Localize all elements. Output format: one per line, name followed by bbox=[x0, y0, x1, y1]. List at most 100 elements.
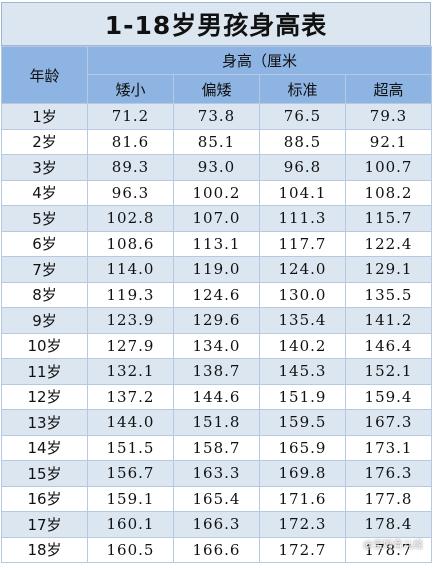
height-value-cell: 123.9 bbox=[87, 307, 174, 334]
height-value-cell: 171.6 bbox=[259, 485, 346, 512]
height-value-cell: 165.9 bbox=[259, 434, 346, 461]
height-value-cell: 159.5 bbox=[259, 409, 346, 436]
age-cell: 4岁 bbox=[1, 179, 88, 206]
height-value-cell: 163.3 bbox=[173, 460, 260, 487]
height-value-cell: 102.8 bbox=[87, 205, 174, 232]
age-cell: 6岁 bbox=[1, 230, 88, 257]
table-row: 5岁 102.8 107.0 111.3 115.7 bbox=[1, 205, 432, 232]
height-value-cell: 124.6 bbox=[173, 281, 260, 308]
height-value-cell: 172.7 bbox=[259, 536, 346, 563]
height-value-cell: 79.3 bbox=[344, 103, 432, 130]
table-body: 1岁 71.2 73.8 76.5 79.3 2岁 81.6 85.1 88.5 92.1 3岁 89… bbox=[1, 103, 432, 563]
height-value-cell: 165.4 bbox=[173, 485, 260, 512]
height-value-cell: 114.0 bbox=[87, 256, 174, 283]
height-group-header: 身高（厘米 bbox=[86, 46, 432, 75]
age-cell: 5岁 bbox=[1, 205, 88, 232]
height-value-cell: 132.1 bbox=[87, 358, 174, 385]
height-value-cell: 88.5 bbox=[259, 128, 346, 155]
height-value-cell: 73.8 bbox=[173, 103, 260, 130]
age-cell: 10岁 bbox=[1, 332, 88, 359]
height-value-cell: 119.0 bbox=[173, 256, 260, 283]
height-value-cell: 122.4 bbox=[344, 230, 432, 257]
height-value-cell: 115.7 bbox=[344, 205, 432, 232]
height-value-cell: 89.3 bbox=[87, 154, 174, 181]
table-row: 9岁 123.9 129.6 135.4 141.2 bbox=[1, 307, 432, 334]
column-header-below-average: 偏矮 bbox=[173, 74, 260, 104]
age-column-header: 年龄 bbox=[1, 46, 88, 104]
height-table: 年龄 身高（厘米 矮小 偏矮 标准 超高 1岁 71.2 73.8 76.5 79.3 2… bbox=[1, 46, 432, 563]
table-row: 14岁 151.5 158.7 165.9 173.1 bbox=[1, 434, 432, 461]
height-value-cell: 145.3 bbox=[259, 358, 346, 385]
height-value-cell: 108.6 bbox=[87, 230, 174, 257]
height-value-cell: 141.2 bbox=[344, 307, 432, 334]
height-value-cell: 159.4 bbox=[344, 383, 432, 410]
table-row: 3岁 89.3 93.0 96.8 100.7 bbox=[1, 154, 432, 181]
age-cell: 13岁 bbox=[1, 409, 88, 436]
age-cell: 14岁 bbox=[1, 434, 88, 461]
height-value-cell: 107.0 bbox=[173, 205, 260, 232]
height-value-cell: 130.0 bbox=[259, 281, 346, 308]
age-cell: 8岁 bbox=[1, 281, 88, 308]
age-cell: 11岁 bbox=[1, 358, 88, 385]
age-cell: 2岁 bbox=[1, 128, 88, 155]
height-value-cell: 177.8 bbox=[344, 485, 432, 512]
height-value-cell: 144.6 bbox=[173, 383, 260, 410]
column-header-tall: 超高 bbox=[344, 74, 432, 104]
age-cell: 12岁 bbox=[1, 383, 88, 410]
height-value-cell: 113.1 bbox=[173, 230, 260, 257]
age-cell: 7岁 bbox=[1, 256, 88, 283]
column-header-short: 矮小 bbox=[87, 74, 174, 104]
height-value-cell: 119.3 bbox=[87, 281, 174, 308]
height-value-cell: 151.9 bbox=[259, 383, 346, 410]
height-value-cell: 176.3 bbox=[344, 460, 432, 487]
height-value-cell: 166.3 bbox=[173, 511, 260, 538]
height-value-cell: 166.6 bbox=[173, 536, 260, 563]
height-value-cell: 135.4 bbox=[259, 307, 346, 334]
table-row: 10岁 127.9 134.0 140.2 146.4 bbox=[1, 332, 432, 359]
table-row: 1岁 71.2 73.8 76.5 79.3 bbox=[1, 103, 432, 130]
height-value-cell: 160.5 bbox=[87, 536, 174, 563]
height-value-cell: 167.3 bbox=[344, 409, 432, 436]
table-row: 7岁 114.0 119.0 124.0 129.1 bbox=[1, 256, 432, 283]
age-cell: 3岁 bbox=[1, 154, 88, 181]
watermark-text: @宝妈育儿经 bbox=[363, 540, 423, 551]
height-value-cell: 137.2 bbox=[87, 383, 174, 410]
age-cell: 18岁 bbox=[1, 536, 88, 563]
height-value-cell: 156.7 bbox=[87, 460, 174, 487]
height-value-cell: 158.7 bbox=[173, 434, 260, 461]
height-value-cell: 144.0 bbox=[87, 409, 174, 436]
height-value-cell: 178.4 bbox=[344, 511, 432, 538]
height-value-cell: 138.7 bbox=[173, 358, 260, 385]
height-value-cell: 151.8 bbox=[173, 409, 260, 436]
height-value-cell: 127.9 bbox=[87, 332, 174, 359]
table-row: 2岁 81.6 85.1 88.5 92.1 bbox=[1, 128, 432, 155]
table-title: 1-18岁男孩身高表 bbox=[1, 2, 431, 46]
table-row: 13岁 144.0 151.8 159.5 167.3 bbox=[1, 409, 432, 436]
table-row: 12岁 137.2 144.6 151.9 159.4 bbox=[1, 383, 432, 410]
height-value-cell: 117.7 bbox=[259, 230, 346, 257]
age-cell: 15岁 bbox=[1, 460, 88, 487]
height-value-cell: 152.1 bbox=[344, 358, 432, 385]
height-value-cell: 85.1 bbox=[173, 128, 260, 155]
table-row: 11岁 132.1 138.7 145.3 152.1 bbox=[1, 358, 432, 385]
height-value-cell: 135.5 bbox=[344, 281, 432, 308]
height-value-cell: 93.0 bbox=[173, 154, 260, 181]
age-cell: 9岁 bbox=[1, 307, 88, 334]
height-value-cell: 104.1 bbox=[259, 179, 346, 206]
height-value-cell: 96.3 bbox=[87, 179, 174, 206]
height-value-cell: 111.3 bbox=[259, 205, 346, 232]
height-value-cell: 159.1 bbox=[87, 485, 174, 512]
age-cell: 1岁 bbox=[1, 103, 88, 130]
height-value-cell: 71.2 bbox=[87, 103, 174, 130]
height-value-cell: 96.8 bbox=[259, 154, 346, 181]
table-row: 16岁 159.1 165.4 171.6 177.8 bbox=[1, 485, 432, 512]
height-value-cell: 129.6 bbox=[173, 307, 260, 334]
table-row: 4岁 96.3 100.2 104.1 108.2 bbox=[1, 179, 432, 206]
height-value-cell: 140.2 bbox=[259, 332, 346, 359]
column-header-standard: 标准 bbox=[259, 74, 346, 104]
height-value-cell: 100.7 bbox=[344, 154, 432, 181]
height-value-cell: 134.0 bbox=[173, 332, 260, 359]
table-header: 年龄 身高（厘米 矮小 偏矮 标准 超高 bbox=[1, 46, 432, 104]
age-cell: 16岁 bbox=[1, 485, 88, 512]
